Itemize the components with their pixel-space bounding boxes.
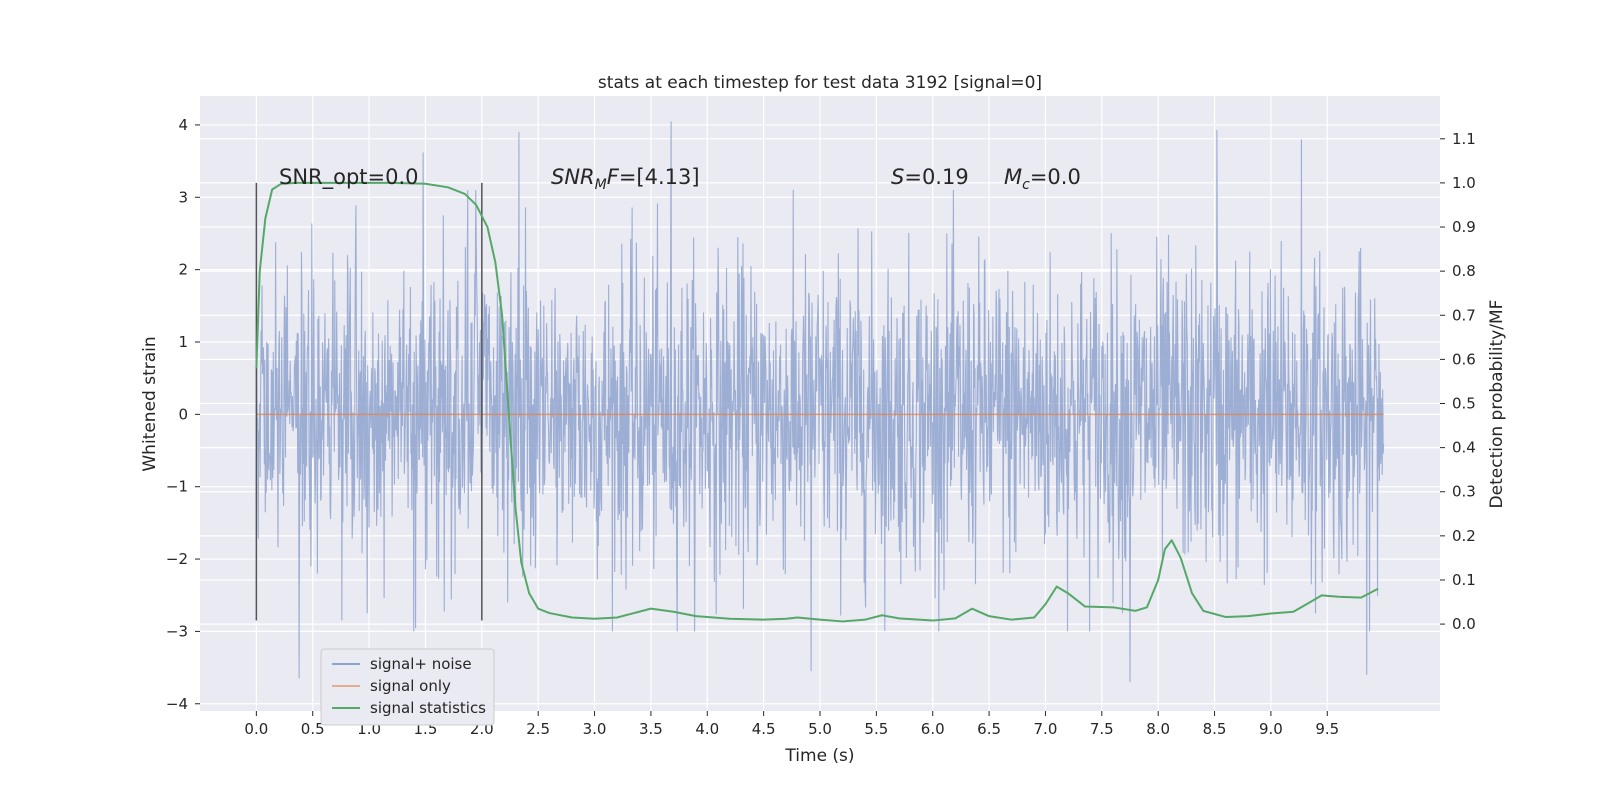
y-tick-label: 1 [178,333,188,351]
mc-symbol: M [1004,165,1022,189]
legend-label-statistics: signal statistics [370,699,486,717]
x-axis-label: Time (s) [784,746,854,766]
x-tick-label: 6.5 [977,720,1001,738]
y2-tick-label: 0.3 [1452,483,1476,501]
snr-mf-prefix: SNR [551,165,595,189]
x-tick-label: 8.5 [1203,720,1227,738]
x-tick-label: 9.0 [1259,720,1283,738]
y2-tick-label: 0.6 [1452,350,1476,368]
x-tick-label: 0.0 [244,720,268,738]
s-symbol: S [891,165,904,189]
y2-tick-label: 0.9 [1452,218,1476,236]
x-tick-label: 5.0 [808,720,832,738]
y2-tick-label: 0.8 [1452,262,1476,280]
y-tick-label: −3 [166,622,188,640]
legend-label-noise: signal+ noise [370,655,472,673]
y-tick-label: −4 [166,695,188,713]
annotation-s: S=0.19 [891,165,969,189]
snr-mf-value: =[4.13] [619,165,700,189]
y-tick-label: −2 [166,550,188,568]
x-tick-label: 6.0 [921,720,945,738]
x-tick-label: 7.0 [1034,720,1058,738]
snr-mf-subscript: M [595,177,607,193]
x-tick-label: 3.5 [639,720,663,738]
noise-line [255,121,1385,683]
x-tick-label: 4.0 [695,720,719,738]
snr-mf-suffix: F [607,165,620,189]
mc-value: =0.0 [1030,165,1081,189]
y2-axis-label: Detection probability/MF [1487,300,1507,509]
y-tick-label: 4 [178,116,188,134]
y-tick-label: −1 [166,478,188,496]
y2-tick-label: 0.4 [1452,439,1476,457]
y2-tick-label: 0.0 [1452,615,1476,633]
chart-title: stats at each timestep for test data 319… [598,73,1042,93]
legend-box [320,648,495,726]
y-tick-label: 0 [178,405,188,423]
legend: signal+ noise signal only signal statist… [320,648,495,726]
x-tick-label: 2.5 [526,720,550,738]
y2-tick-label: 0.5 [1452,395,1476,413]
y2-tick-label: 1.0 [1452,174,1476,192]
y2-tick-label: 0.2 [1452,527,1476,545]
x-tick-label: 0.5 [301,720,325,738]
legend-label-signal-only: signal only [370,677,451,695]
x-tick-label: 3.0 [583,720,607,738]
x-tick-label: 5.5 [864,720,888,738]
x-tick-label: 4.5 [752,720,776,738]
y2-axis-ticks: 1.1 1.0 0.9 0.8 0.7 0.6 0.5 0.4 0.3 0.2 0.1 0.0 [1440,130,1476,633]
annotation-mc: Mc=0.0 [1004,165,1081,193]
y-tick-label: 2 [178,261,188,279]
statistics-line [255,181,1379,623]
annotation-snr-mf: SNRMF=[4.13] [551,165,700,193]
mc-subscript: c [1022,177,1030,193]
annotation-snr-opt: SNR_opt=0.0 [279,165,419,190]
signal-statistics-series [255,181,1379,623]
y-axis-ticks: 4 3 2 1 0 −1 −2 −3 −4 [166,116,200,713]
signal-noise-series [255,121,1385,683]
y-tick-label: 3 [178,188,188,206]
x-tick-label: 9.5 [1315,720,1339,738]
x-tick-label: 8.0 [1146,720,1170,738]
y2-tick-label: 0.7 [1452,306,1476,324]
y2-tick-label: 0.1 [1452,571,1476,589]
y-axis-label: Whitened strain [140,336,160,471]
s-value: =0.19 [904,165,968,189]
vertical-markers [255,182,483,621]
x-tick-label: 7.5 [1090,720,1114,738]
y2-tick-label: 1.1 [1452,130,1476,148]
